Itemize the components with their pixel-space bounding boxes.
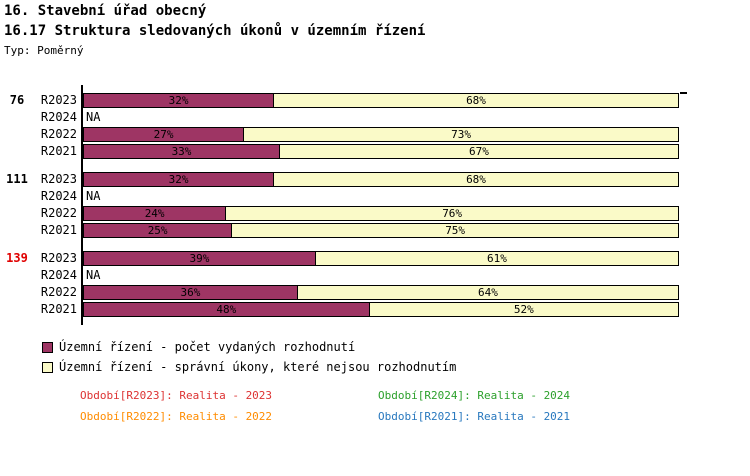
period-tick-label: R2024 xyxy=(40,110,77,124)
na-value-label: NA xyxy=(86,189,101,203)
bar-segment: 36% xyxy=(83,285,298,300)
legend-swatch-decisions xyxy=(42,342,53,353)
chart-legend: Územní řízení - počet vydaných rozhodnut… xyxy=(42,341,456,381)
page-subtitle: 16.17 Struktura sledovaných úkonů v územ… xyxy=(4,23,426,39)
bar-segment: 25% xyxy=(83,223,233,238)
bar-segment: 73% xyxy=(243,127,679,142)
period-tick-label: R2021 xyxy=(40,223,77,237)
bar-row: R2022 24% 76% xyxy=(0,206,750,221)
bar-row: R2021 33% 67% xyxy=(0,144,750,159)
period-label-r2022: Období[R2022]: Realita - 2022 xyxy=(80,410,273,423)
bar-segment: 32% xyxy=(83,172,275,187)
period-tick-label: R2022 xyxy=(40,127,77,141)
period-tick-label: R2023 xyxy=(40,172,77,186)
period-definitions: Období[R2023]: Realita - 2023 Období[R20… xyxy=(80,389,570,423)
legend-label-other-acts: Územní řízení - správní úkony, které nej… xyxy=(59,360,457,374)
na-value-label: NA xyxy=(86,268,101,282)
stacked-bar: 32% 68% xyxy=(83,93,680,108)
page-title: 16. Stavební úřad obecný xyxy=(4,3,207,19)
bar-row: R2022 36% 64% xyxy=(0,285,750,300)
bar-group: 76 R2023 32% 68% R2024 NA R2022 27% 73% R2021 33% 6… xyxy=(0,93,750,159)
bar-segment: 68% xyxy=(273,172,679,187)
bar-row: R2022 27% 73% xyxy=(0,127,750,142)
bar-segment: 32% xyxy=(83,93,275,108)
stacked-bar: 27% 73% xyxy=(83,127,680,142)
y-axis-line xyxy=(81,85,83,325)
legend-label-decisions: Územní řízení - počet vydaných rozhodnut… xyxy=(59,340,356,354)
period-tick-label: R2023 xyxy=(40,251,77,265)
bar-group: 139 R2023 39% 61% R2024 NA R2022 36% 64% R2021 48%… xyxy=(0,251,750,317)
period-tick-label: R2024 xyxy=(40,268,77,282)
legend-item-decisions: Územní řízení - počet vydaných rozhodnut… xyxy=(42,341,456,354)
period-label-r2024: Období[R2024]: Realita - 2024 xyxy=(378,389,571,402)
period-label-r2023: Období[R2023]: Realita - 2023 xyxy=(80,389,273,402)
stacked-bar: 36% 64% xyxy=(83,285,680,300)
bar-segment: 76% xyxy=(225,206,679,221)
bar-segment: 27% xyxy=(83,127,245,142)
bar-row: R2024 NA xyxy=(0,268,750,283)
bar-segment: 68% xyxy=(273,93,679,108)
chart-type-label: Typ: Poměrný xyxy=(4,44,84,57)
axis-top-tick xyxy=(680,92,687,94)
period-tick-label: R2022 xyxy=(40,206,77,220)
bar-segment: 67% xyxy=(279,144,679,159)
stacked-bar: 33% 67% xyxy=(83,144,680,159)
bar-row: R2023 39% 61% xyxy=(0,251,750,266)
bar-group: 111 R2023 32% 68% R2024 NA R2022 24% 76% R2021 25%… xyxy=(0,172,750,238)
bar-row: R2024 NA xyxy=(0,189,750,204)
bar-row: R2023 32% 68% xyxy=(0,172,750,187)
bar-segment: 24% xyxy=(83,206,227,221)
bar-segment: 52% xyxy=(368,302,679,317)
stacked-bar: 48% 52% xyxy=(83,302,680,317)
bar-segment: 75% xyxy=(231,223,679,238)
bar-segment: 48% xyxy=(83,302,370,317)
bar-row: R2021 25% 75% xyxy=(0,223,750,238)
na-value-label: NA xyxy=(86,110,101,124)
bar-row: R2021 48% 52% xyxy=(0,302,750,317)
group-total-label: 76 xyxy=(9,93,25,107)
bar-segment: 33% xyxy=(83,144,280,159)
legend-item-other-acts: Územní řízení - správní úkony, které nej… xyxy=(42,361,456,374)
period-label-r2021: Období[R2021]: Realita - 2021 xyxy=(378,410,571,423)
stacked-bar: 25% 75% xyxy=(83,223,680,238)
group-total-label: 111 xyxy=(6,172,28,186)
group-total-label: 139 xyxy=(6,251,28,265)
period-tick-label: R2021 xyxy=(40,302,77,316)
period-tick-label: R2024 xyxy=(40,189,77,203)
legend-swatch-other-acts xyxy=(42,362,53,373)
chart-plot-area: 76 R2023 32% 68% R2024 NA R2022 27% 73% R2021 33% 6… xyxy=(0,93,750,330)
bar-row: R2024 NA xyxy=(0,110,750,125)
period-tick-label: R2022 xyxy=(40,285,77,299)
bar-segment: 39% xyxy=(83,251,316,266)
bar-segment: 61% xyxy=(314,251,679,266)
bar-row: R2023 32% 68% xyxy=(0,93,750,108)
stacked-bar: 24% 76% xyxy=(83,206,680,221)
stacked-bar: 32% 68% xyxy=(83,172,680,187)
period-tick-label: R2023 xyxy=(40,93,77,107)
bar-segment: 64% xyxy=(296,285,679,300)
period-tick-label: R2021 xyxy=(40,144,77,158)
stacked-bar: 39% 61% xyxy=(83,251,680,266)
